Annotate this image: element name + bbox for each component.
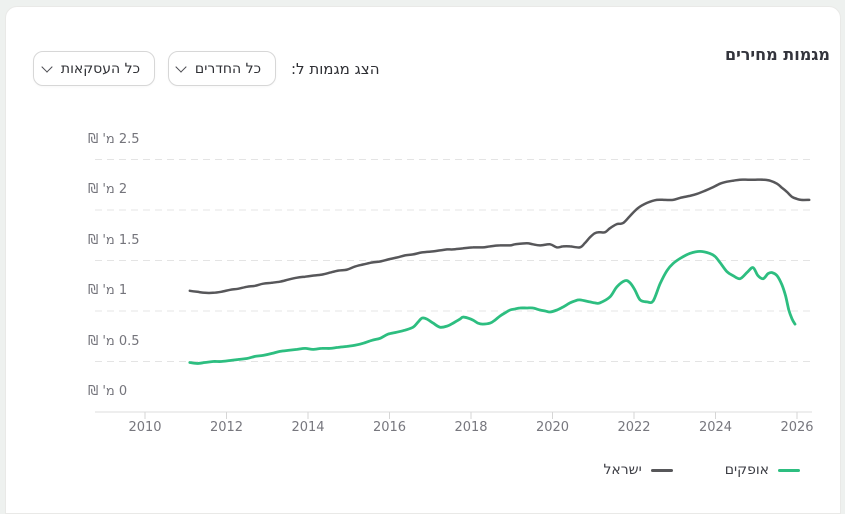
legend-label: אופקים	[724, 462, 769, 478]
chart-title: מגמות מחירים	[724, 45, 830, 64]
legend-marker	[650, 468, 673, 472]
y-axis-label: 0.5 מ' ₪	[88, 333, 140, 349]
price-trends-chart[interactable]	[0, 0, 845, 500]
y-axis-label: 1.5 מ' ₪	[88, 232, 140, 248]
axis-ticks	[144, 412, 798, 419]
y-axis-label: 1 מ' ₪	[88, 283, 128, 298]
chart-legend: אופקים ישראל	[603, 457, 800, 483]
legend-label: ישראל	[603, 462, 642, 478]
series-line-0	[188, 250, 797, 365]
filters-label: הצג מגמות ל:	[291, 59, 380, 78]
x-axis-label: 2014	[291, 420, 325, 435]
trend-filters: הצג מגמות ל: כל החדרים כל העסקאות	[33, 51, 380, 86]
x-axis-label: 2016	[372, 420, 407, 435]
x-axis-label: 2012	[209, 420, 244, 435]
transactions-filter-value: כל העסקאות	[60, 60, 140, 77]
series-lines	[188, 178, 811, 365]
x-axis-label: 2022	[617, 420, 651, 435]
series-line-1	[188, 178, 811, 295]
chart-layer: מגמות מחירים הצג מגמות ל: כל החדרים כל ה…	[0, 0, 845, 500]
y-axis-label: 0 מ' ₪	[88, 384, 128, 399]
legend-item-0[interactable]: אופקים	[725, 462, 800, 478]
legend-item-1[interactable]: ישראל	[603, 462, 673, 478]
x-axis-label: 2024	[698, 420, 733, 435]
y-axis-label: 2.5 מ' ₪	[88, 131, 140, 147]
x-axis-label: 2026	[780, 420, 814, 435]
gridlines	[95, 159, 812, 413]
x-axis-label: 2010	[128, 420, 162, 435]
rooms-filter-dropdown[interactable]: כל החדרים	[168, 51, 276, 86]
y-axis-label: 2 מ' ₪	[88, 182, 128, 197]
legend-marker	[778, 468, 800, 472]
x-axis-label: 2020	[535, 420, 570, 435]
x-axis-label: 2018	[454, 420, 488, 435]
rooms-filter-value: כל החדרים	[194, 60, 261, 77]
transactions-filter-dropdown[interactable]: כל העסקאות	[33, 51, 155, 86]
